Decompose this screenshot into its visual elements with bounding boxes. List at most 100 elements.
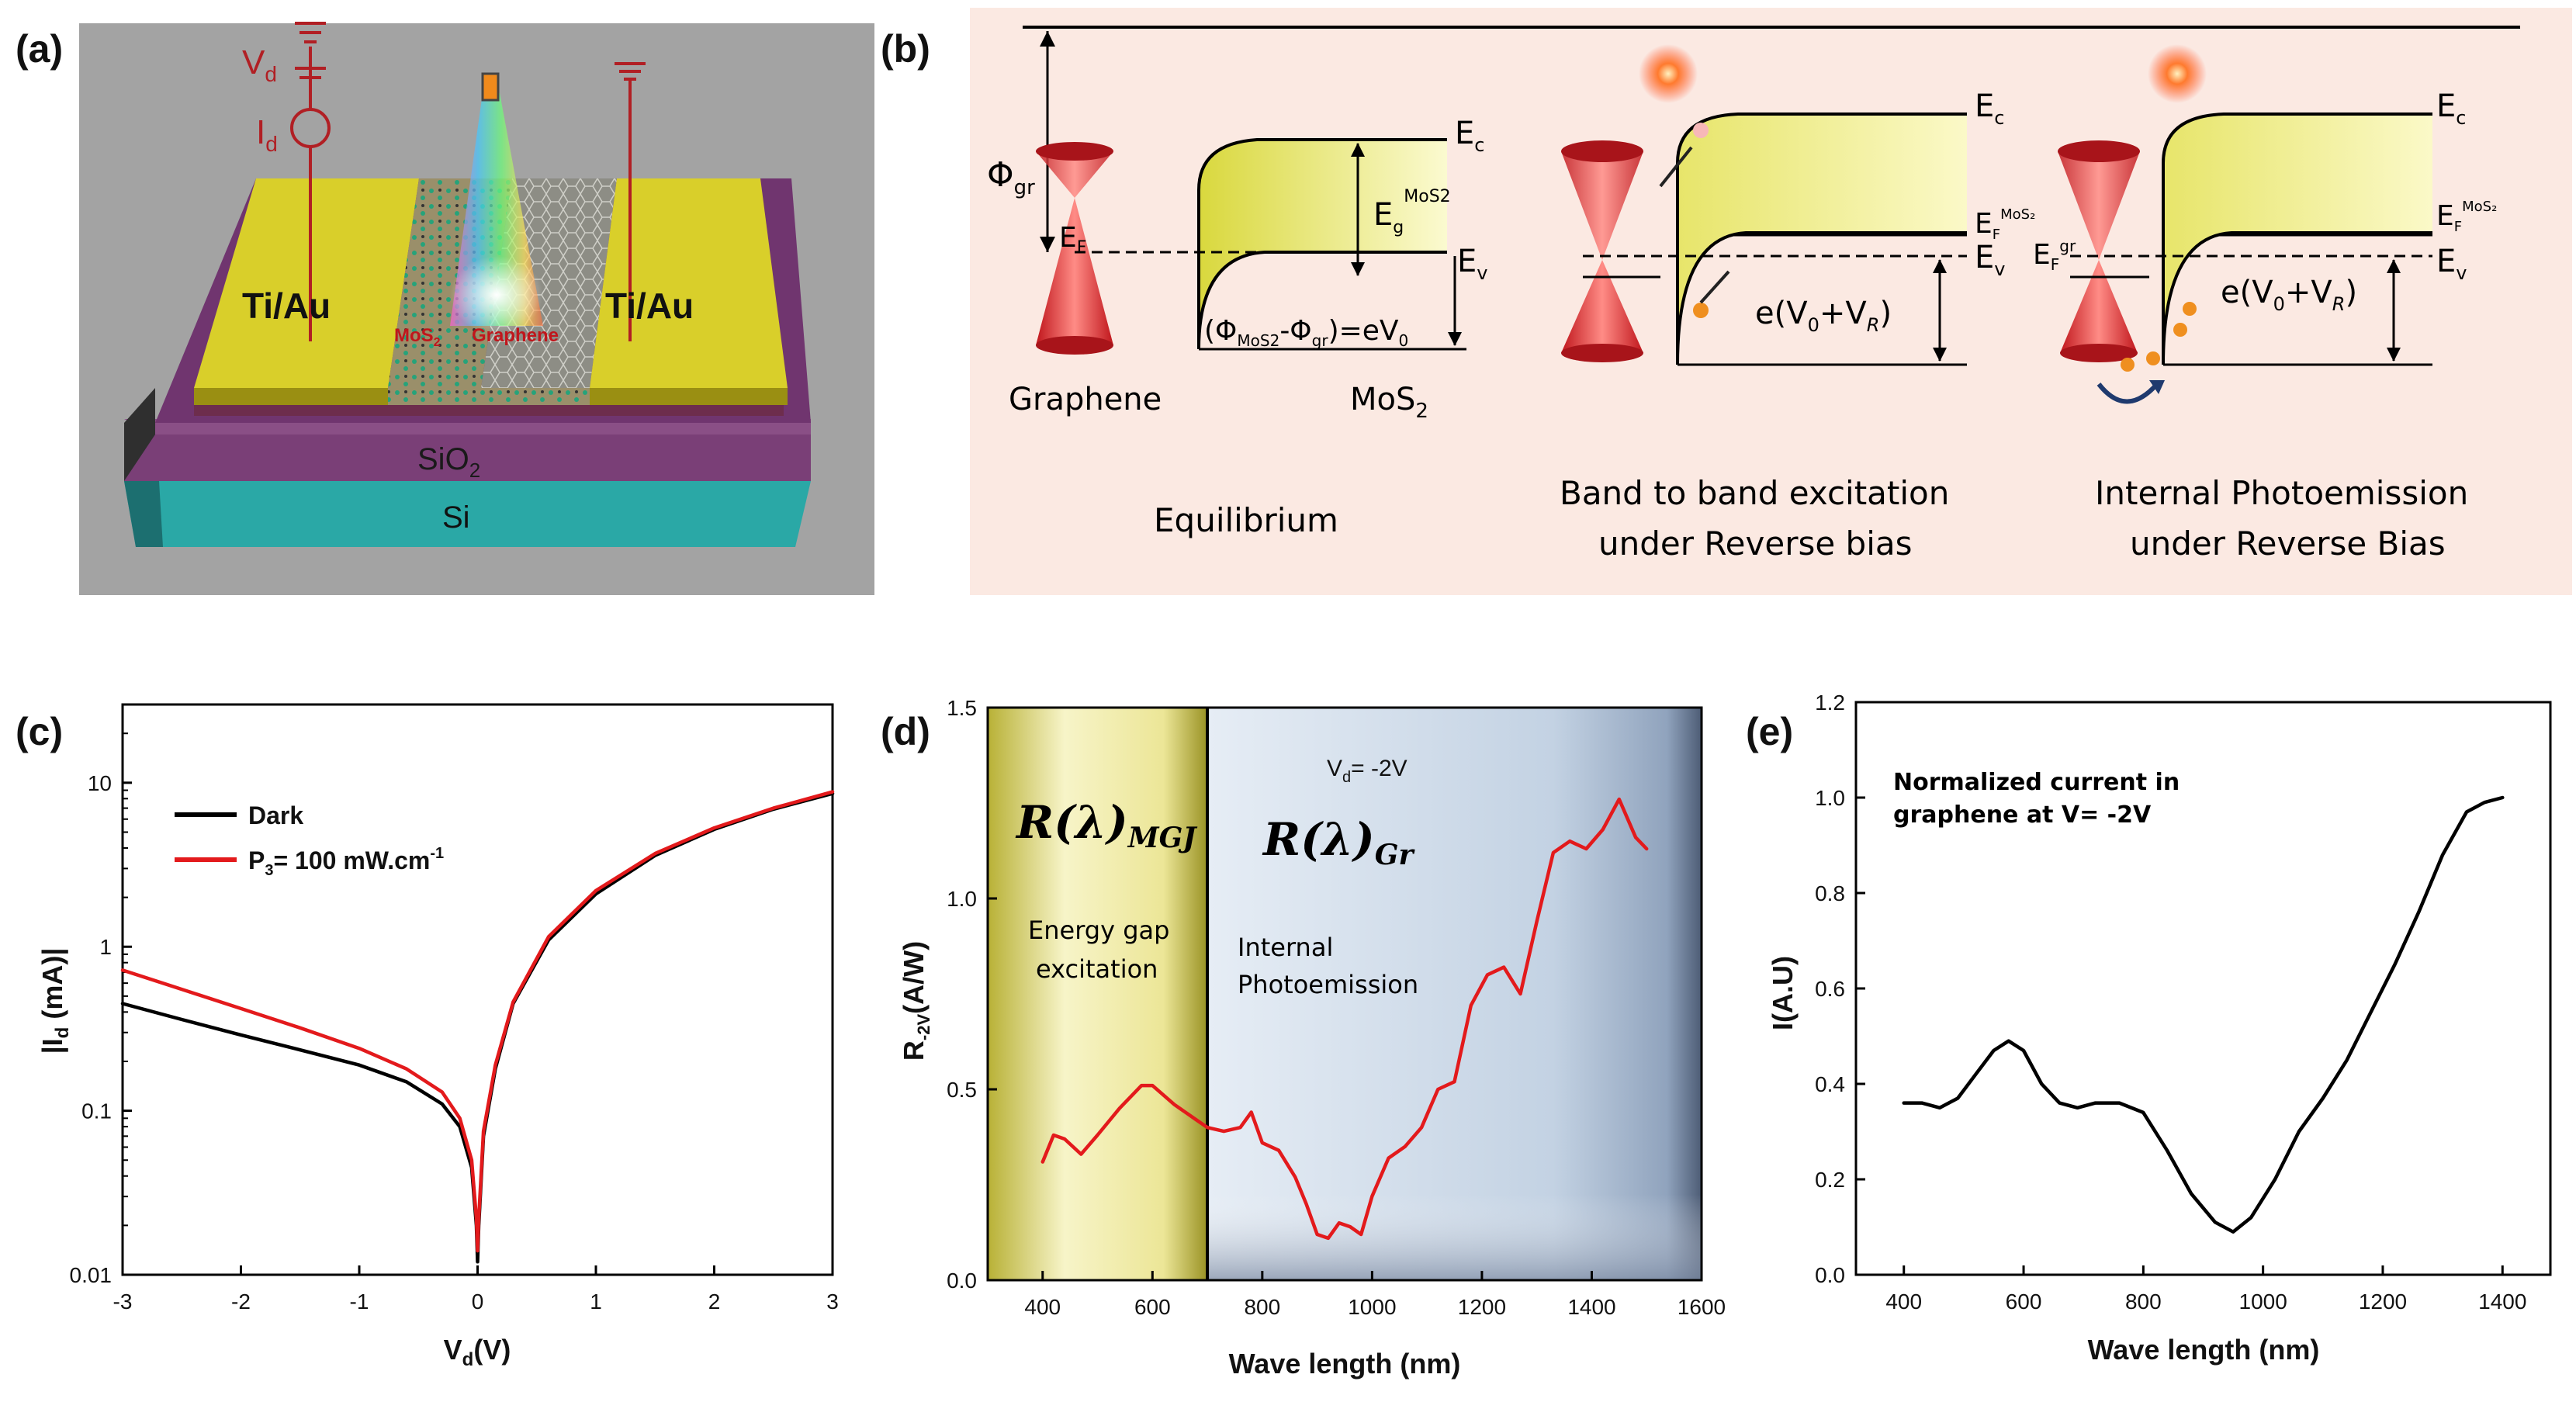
chart-e-ytick-label: 0.8 (1815, 881, 1845, 905)
chart-e-xtick-label: 1200 (2359, 1289, 2407, 1314)
case2-line1: Band to band excitation (1560, 474, 1949, 512)
chart-e-ytick-label: 0.0 (1815, 1263, 1845, 1287)
sio2-layer (124, 423, 811, 481)
chart-c-series-1 (120, 790, 835, 1253)
chart-c-xlabel: Vd(V) (444, 1334, 511, 1370)
si-label: Si (442, 500, 470, 535)
vd-note: Vd= -2V (1327, 756, 1407, 786)
panel-d-label: (d) (881, 710, 930, 753)
chart-e-ytick-label: 0.2 (1815, 1168, 1845, 1192)
ef-label: EF (1059, 222, 1086, 258)
circuit (290, 22, 646, 341)
si-layer (124, 481, 811, 547)
contact-left (194, 178, 419, 388)
barrier-eq-label: (ΦMoS2-Φgr)=eV0 (1204, 315, 1408, 350)
contact-right-label: Ti/Au (605, 286, 694, 326)
sio2-label: SiO2 (417, 442, 480, 482)
case3-line1: Internal Photoemission (2095, 474, 2468, 512)
chart-c-xtick-label: 2 (708, 1289, 721, 1314)
chart-c-series-0 (120, 791, 835, 1264)
chart-e-xtick-label: 1400 (2478, 1289, 2526, 1314)
mos2-caption: MoS2 (1350, 382, 1428, 423)
eg-label: EgMoS2 (1373, 187, 1451, 237)
id-label: Id (256, 113, 278, 156)
note-line2: graphene at V= -2V (1893, 801, 2152, 829)
photon-source-2 (2148, 44, 2207, 103)
mos2-label: MoS2 (394, 325, 441, 349)
chart-e-xtick-label: 1000 (2239, 1289, 2287, 1314)
chart-c-xtick-label: -2 (231, 1289, 251, 1314)
chart-e-xtick-label: 600 (2006, 1289, 2042, 1314)
case3-line2: under Reverse Bias (2130, 524, 2446, 563)
chart-d-xtick-label: 1000 (1348, 1295, 1396, 1319)
ev1-label: Ev (1457, 244, 1487, 284)
equilibrium-caption: Equilibrium (1154, 501, 1338, 539)
light-source-icon (481, 72, 500, 102)
chart-d-xtick-label: 400 (1024, 1295, 1061, 1319)
chart-d-ytick-label: 0.5 (947, 1078, 977, 1102)
chart-d-xlabel: Wave length (nm) (1229, 1348, 1461, 1379)
chart-d-xtick-label: 800 (1244, 1295, 1280, 1319)
chart-c-xtick-label: 3 (826, 1289, 839, 1314)
ev2-label: Ev (1975, 240, 2005, 280)
bias3-label: e(V0+VR) (2221, 275, 2357, 315)
panel-b: Φgr Ec EgMoS2 Ev EF (ΦMoS2-Φgr)=eV0 Grap… (970, 8, 2572, 595)
chart-d-xtick-label: 1200 (1458, 1295, 1506, 1319)
mos2-band-eq (1199, 140, 1447, 349)
chart-d-xtick-label: 600 (1134, 1295, 1171, 1319)
chart-c-xtick-label: -3 (113, 1289, 133, 1314)
chart-e-ytick-label: 1.2 (1815, 691, 1845, 715)
chart-e-ytick-label: 0.6 (1815, 977, 1845, 1001)
mos2-band-2 (1678, 114, 1967, 365)
chart-d: (d) 400 600 800 1000 1200 1400 1600 0.0 0.5 1.0 1.… (881, 696, 1726, 1379)
legend-p3-label: P3= 100 mW.cm-1 (248, 845, 444, 879)
chart-c-ylabel: |Id (mA)| (36, 948, 73, 1054)
ec2-label: Ec (1975, 88, 2004, 129)
chart-e-ytick-label: 1.0 (1815, 786, 1845, 810)
chart-c-xtick-label: 0 (472, 1289, 484, 1314)
panel-e-label: (e) (1746, 710, 1793, 753)
graphene-caption: Graphene (1009, 382, 1162, 417)
contact-left-label: Ti/Au (242, 286, 331, 326)
chart-d-xtick-label: 1600 (1678, 1295, 1726, 1319)
chart-c-xtick-label: 1 (590, 1289, 602, 1314)
chart-e-ylabel: I(A.U) (1767, 956, 1799, 1030)
phi-gr-label: Φgr (987, 155, 1035, 199)
chart-c-ytick-label: 1 (99, 935, 112, 959)
panel-a: Vd Id Ti/Au Ti/Au MoS2 Graphene SiO2 Si (79, 22, 874, 595)
legend-dark-label: Dark (248, 801, 303, 829)
r-mgj-label: R(λ)MGJ (1015, 796, 1197, 854)
chart-c-ytick-label: 0.1 (81, 1099, 112, 1123)
photon-source-1 (1639, 44, 1698, 103)
graphene-label: Graphene (472, 325, 559, 346)
panel-a-label: (a) (16, 27, 63, 71)
ec3-label: Ec (2436, 88, 2466, 129)
chart-d-ylabel: R-2V(A/W) (898, 941, 933, 1061)
mos2-band-3 (2163, 114, 2432, 365)
efmos2-label: EFMoS₂ (1975, 206, 2035, 243)
chart-c-ytick-label: 10 (88, 771, 112, 795)
r-gr-label: R(λ)Gr (1262, 813, 1416, 871)
chart-d-ytick-label: 1.0 (947, 887, 977, 911)
chart-c-xtick-label: -1 (350, 1289, 369, 1314)
chart-d-xtick-label: 1400 (1567, 1295, 1615, 1319)
panel-c-label: (c) (16, 710, 63, 753)
panel-b-label: (b) (881, 27, 930, 71)
region2-line1: Internal (1238, 933, 1333, 962)
chart-d-series-0 (1040, 797, 1649, 1241)
chart-c: (c) -3 -2 -1 0 1 2 3 0.01 0.1 1 10 Dark P3= 100 mW… (16, 703, 839, 1370)
chart-d-ytick-label: 0.0 (947, 1269, 977, 1293)
chart-d-frame (986, 706, 1703, 1282)
efmos3-label: EFMoS₂ (2436, 199, 2497, 235)
chart-e-xtick-label: 800 (2125, 1289, 2162, 1314)
efgr-label: EFgr (2033, 237, 2076, 274)
bias2-label: e(V0+VR) (1755, 296, 1892, 336)
chart-e-xtick-label: 400 (1885, 1289, 1922, 1314)
region1-line2: excitation (1036, 954, 1158, 984)
chart-e-series-0 (1902, 795, 2505, 1234)
chart-e: (e) 400 600 800 1000 1200 1400 0.0 0.2 0.4 0.6 0.8… (1746, 691, 2552, 1366)
region1-line1: Energy gap (1028, 916, 1169, 945)
chart-d-region-mgj (988, 708, 1208, 1280)
panel-b-background (970, 8, 2572, 595)
